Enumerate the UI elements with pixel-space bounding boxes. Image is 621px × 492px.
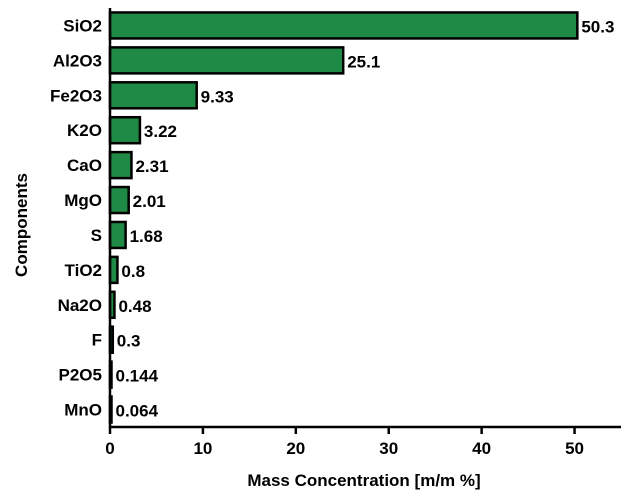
data-label: 3.22 <box>144 122 177 141</box>
category-label: S <box>91 226 102 245</box>
data-label: 0.48 <box>118 297 151 316</box>
data-label: 0.064 <box>116 402 159 421</box>
category-label: SiO2 <box>63 16 102 35</box>
data-label: 1.68 <box>130 227 163 246</box>
x-tick-label: 40 <box>472 439 491 458</box>
category-label: Fe2O3 <box>50 86 102 105</box>
category-label: P2O5 <box>59 366 102 385</box>
bar <box>108 46 345 75</box>
category-label: Na2O <box>58 296 102 315</box>
x-tick-label: 30 <box>379 439 398 458</box>
category-label: TiO2 <box>65 261 102 280</box>
category-label: MgO <box>64 191 102 210</box>
data-label: 0.144 <box>116 367 159 386</box>
x-tick-label: 20 <box>286 439 305 458</box>
bar <box>108 115 142 145</box>
x-tick-label: 10 <box>193 439 212 458</box>
data-label: 2.31 <box>135 157 168 176</box>
data-label: 9.33 <box>201 87 234 106</box>
bar <box>108 150 133 180</box>
data-label: 50.3 <box>581 17 614 36</box>
bar <box>108 185 130 215</box>
y-axis-title: Components <box>12 173 31 277</box>
category-label: CaO <box>67 156 102 175</box>
bar <box>108 81 198 110</box>
category-label: K2O <box>67 121 102 140</box>
data-label: 0.3 <box>117 332 141 351</box>
x-axis-ticks: 0 10 20 30 40 50 <box>105 427 584 458</box>
plot-area <box>108 11 579 424</box>
x-tick-label: 50 <box>565 439 584 458</box>
x-axis-title: Mass Concentration [m/m %] <box>247 471 480 490</box>
bar <box>108 220 127 250</box>
category-label: Al2O3 <box>53 51 102 70</box>
data-label: 2.01 <box>133 192 166 211</box>
category-label: MnO <box>64 401 102 420</box>
bar <box>108 11 579 40</box>
data-label: 0.8 <box>121 262 145 281</box>
x-tick-label: 0 <box>105 439 114 458</box>
data-label: 25.1 <box>347 52 380 71</box>
category-label: F <box>92 331 102 350</box>
